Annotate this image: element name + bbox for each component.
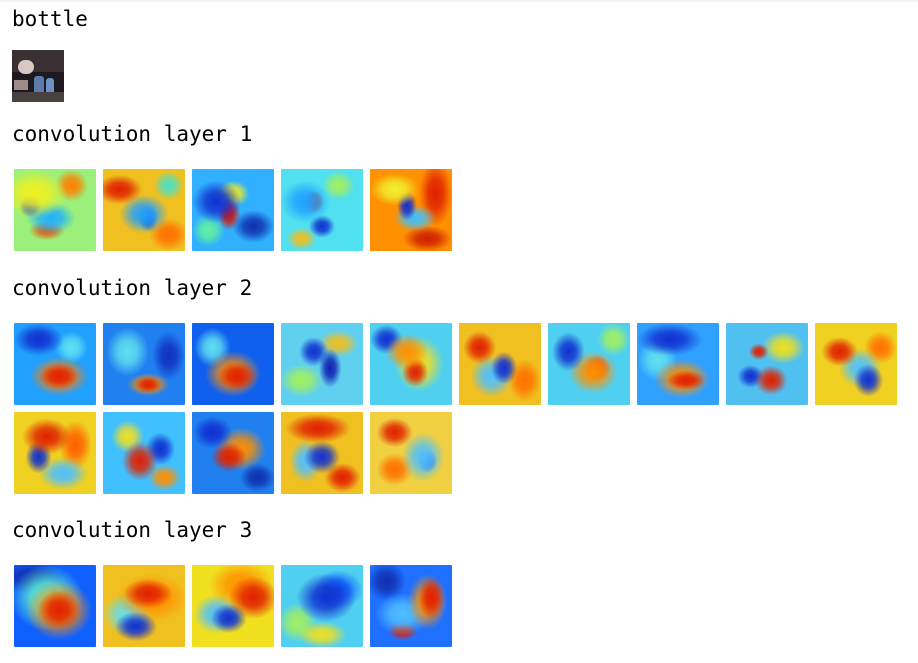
layer-1-label: convolution layer 1 [12,122,253,146]
feature-map-tile [192,412,274,494]
feature-map-tile [370,565,452,647]
feature-map-tile [637,323,719,405]
feature-map-tile [281,323,363,405]
feature-map-tile [726,323,808,405]
feature-map-tile [192,565,274,647]
feature-map-tile [459,323,541,405]
feature-map-tile [103,169,185,251]
feature-map-tile [14,169,96,251]
layer-2-label: convolution layer 2 [12,276,253,300]
feature-map-tile [370,412,452,494]
feature-map-tile [815,323,897,405]
feature-map-tile [103,565,185,647]
feature-map-tile [281,169,363,251]
feature-map-tile [192,323,274,405]
feature-map-tile [14,323,96,405]
feature-map-tile [548,323,630,405]
feature-map-tile [281,412,363,494]
feature-map-tile [14,412,96,494]
feature-map-tile [370,323,452,405]
feature-map-tile [192,169,274,251]
feature-map-tile [103,412,185,494]
bottle-photo-thumbnail [12,50,64,102]
top-divider [0,0,918,2]
feature-map-tile [281,565,363,647]
feature-map-tile [370,169,452,251]
feature-map-tile [14,565,96,647]
layer-3-label: convolution layer 3 [12,518,253,542]
feature-map-tile [103,323,185,405]
class-title: bottle [12,7,88,31]
